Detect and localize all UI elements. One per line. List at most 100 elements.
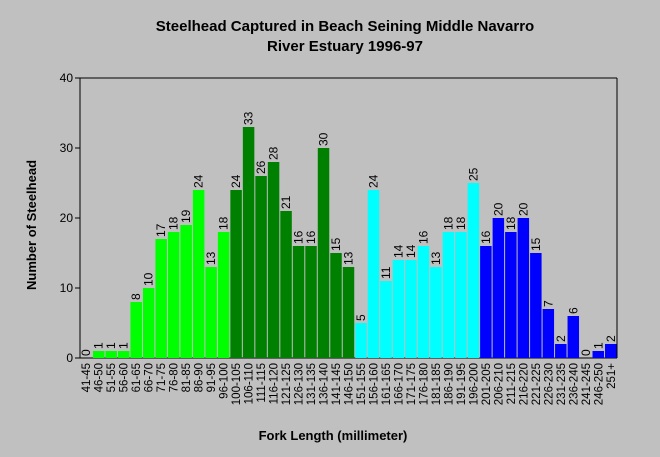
data-label: 24: [192, 174, 206, 188]
bar: [367, 190, 380, 358]
category-label: 61-65: [131, 363, 143, 392]
bar: [542, 309, 555, 358]
bar: [130, 302, 142, 358]
category-label: 166-170: [393, 363, 405, 405]
data-label: 33: [242, 111, 256, 125]
data-label: 1: [117, 342, 131, 349]
bar: [105, 351, 117, 358]
data-label: 7: [541, 300, 555, 307]
data-label: 13: [342, 251, 356, 265]
bar: [292, 246, 305, 358]
category-label: 131-135: [306, 363, 318, 405]
bar: [355, 323, 367, 358]
category-label: 46-50: [94, 363, 106, 392]
data-label: 18: [217, 216, 231, 230]
data-label: 2: [604, 335, 618, 342]
category-label: 201-205: [481, 363, 493, 405]
category-label: 111-115: [256, 363, 268, 403]
data-label: 17: [154, 223, 168, 237]
bar: [442, 232, 455, 358]
bar: [242, 127, 255, 358]
data-label: 5: [354, 314, 368, 321]
category-label: 236-240: [568, 363, 580, 405]
y-tick-label: 10: [60, 281, 74, 295]
data-label: 2: [554, 335, 568, 342]
category-label: 91-95: [206, 363, 218, 392]
chart-title-line2: River Estuary 1996-97: [267, 38, 423, 55]
data-label: 1: [591, 342, 605, 349]
data-label: 14: [404, 244, 418, 258]
category-label: 186-190: [443, 363, 455, 405]
category-label: 76-80: [169, 363, 181, 392]
bar: [117, 351, 130, 358]
chart-title-line1: Steelhead Captured in Beach Seining Midd…: [156, 18, 534, 35]
data-label: 28: [267, 146, 281, 160]
data-label: 18: [454, 216, 468, 230]
category-label: 71-75: [156, 363, 168, 392]
category-label: 136-140: [319, 363, 331, 405]
bar: [255, 176, 267, 358]
data-label: 8: [129, 293, 143, 300]
category-label: 161-165: [381, 363, 393, 405]
data-label: 0: [579, 349, 593, 356]
bar: [455, 232, 467, 358]
category-label: 106-110: [244, 363, 256, 404]
category-label: 51-55: [106, 363, 118, 392]
bar: [567, 316, 580, 358]
bar: [267, 162, 280, 358]
category-label: 246-250: [593, 363, 605, 405]
bar: [142, 288, 155, 358]
data-label: 15: [329, 237, 343, 251]
y-tick-label: 30: [60, 141, 74, 155]
data-label: 20: [516, 202, 530, 216]
data-label: 16: [479, 230, 493, 244]
category-label: 176-180: [418, 363, 430, 405]
data-label: 0: [79, 349, 93, 356]
category-label: 226-230: [543, 363, 555, 405]
data-label: 26: [254, 160, 268, 174]
category-label: 171-175: [406, 363, 418, 405]
category-label: 191-195: [456, 363, 468, 405]
category-label: 221-225: [531, 363, 543, 405]
category-label: 66-70: [144, 363, 156, 392]
bar: [330, 253, 342, 358]
bar: [205, 267, 217, 358]
category-label: 196-200: [468, 363, 480, 405]
bar: [230, 190, 242, 358]
x-axis-label: Fork Length (millimeter): [259, 428, 408, 443]
data-label: 15: [529, 237, 543, 251]
data-labels: 0111810171819241318243326282116163015135…: [79, 111, 618, 356]
bar: [492, 218, 505, 358]
category-label: 151-155: [356, 363, 368, 405]
bar: [92, 351, 105, 358]
category-label: 146-150: [344, 363, 356, 405]
bar: [155, 239, 167, 358]
category-label: 126-130: [294, 363, 306, 405]
bar: [392, 260, 405, 358]
category-label: 241-245: [581, 363, 593, 405]
bar: [605, 344, 617, 358]
data-label: 16: [292, 230, 306, 244]
bar: [217, 232, 230, 358]
category-label: 116-120: [269, 363, 281, 404]
data-label: 10: [142, 272, 156, 286]
data-label: 19: [179, 209, 193, 223]
category-label: 211-215: [506, 363, 518, 404]
category-label: 96-100: [219, 363, 231, 399]
bars: [92, 127, 617, 358]
data-label: 25: [466, 167, 480, 181]
bar: [167, 232, 180, 358]
category-label: 206-210: [493, 363, 505, 405]
category-label: 141-145: [331, 363, 343, 405]
category-label: 81-85: [181, 363, 193, 392]
category-label: 251+: [606, 363, 618, 389]
data-label: 11: [379, 266, 393, 279]
data-label: 18: [441, 216, 455, 230]
bar: [180, 225, 192, 358]
bar: [530, 253, 542, 358]
y-axis-label: Number of Steelhead: [24, 160, 39, 290]
bar: [555, 344, 567, 358]
category-label: 86-90: [194, 363, 206, 392]
y-tick-label: 40: [60, 71, 74, 85]
bar: [467, 183, 480, 358]
